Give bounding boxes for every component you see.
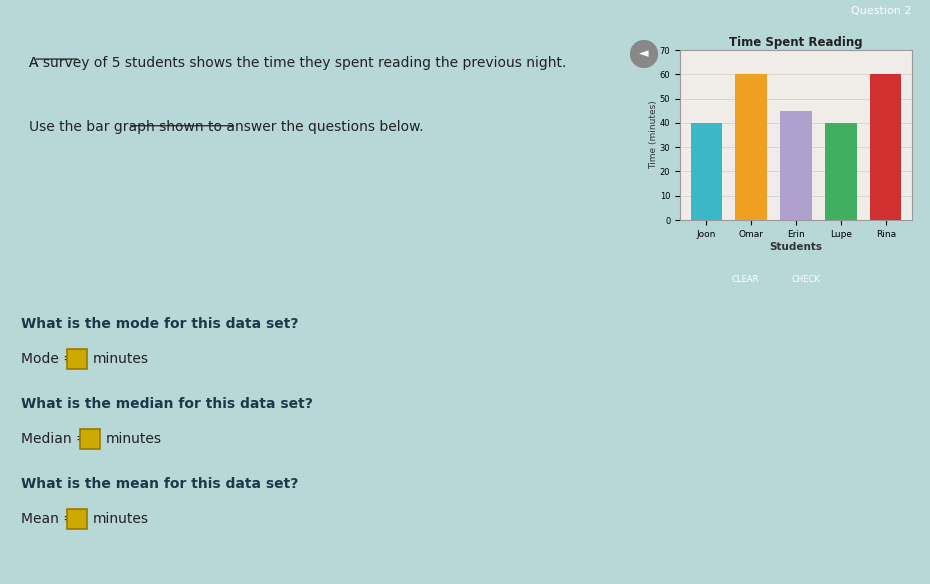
Text: minutes: minutes bbox=[105, 432, 162, 446]
Text: Median =: Median = bbox=[20, 432, 92, 446]
Text: minutes: minutes bbox=[92, 352, 148, 366]
Text: minutes: minutes bbox=[92, 512, 148, 526]
Text: Question 2: Question 2 bbox=[851, 6, 911, 16]
Text: CHECK: CHECK bbox=[791, 276, 820, 284]
Bar bbox=[736, 74, 767, 220]
Y-axis label: Time (minutes): Time (minutes) bbox=[649, 100, 658, 169]
FancyBboxPatch shape bbox=[80, 429, 100, 450]
Bar bbox=[780, 111, 812, 220]
Text: ◄: ◄ bbox=[639, 47, 649, 61]
Text: Use the bar graph shown to answer the questions below.: Use the bar graph shown to answer the qu… bbox=[29, 120, 423, 134]
Title: Time Spent Reading: Time Spent Reading bbox=[729, 36, 863, 49]
Text: Mean =: Mean = bbox=[20, 512, 79, 526]
X-axis label: Students: Students bbox=[769, 242, 822, 252]
Text: A survey of 5 students shows the time they spent reading the previous night.: A survey of 5 students shows the time th… bbox=[29, 55, 566, 69]
Text: What is the median for this data set?: What is the median for this data set? bbox=[20, 397, 312, 411]
Bar bbox=[825, 123, 857, 220]
FancyBboxPatch shape bbox=[67, 349, 86, 370]
Text: CLEAR: CLEAR bbox=[731, 276, 759, 284]
Text: What is the mean for this data set?: What is the mean for this data set? bbox=[20, 477, 299, 491]
Bar bbox=[870, 74, 901, 220]
FancyBboxPatch shape bbox=[67, 509, 86, 530]
Text: Mode =: Mode = bbox=[20, 352, 79, 366]
Text: A: A bbox=[29, 55, 43, 69]
Circle shape bbox=[631, 40, 658, 67]
Bar bbox=[691, 123, 722, 220]
Text: What is the mode for this data set?: What is the mode for this data set? bbox=[20, 317, 299, 331]
